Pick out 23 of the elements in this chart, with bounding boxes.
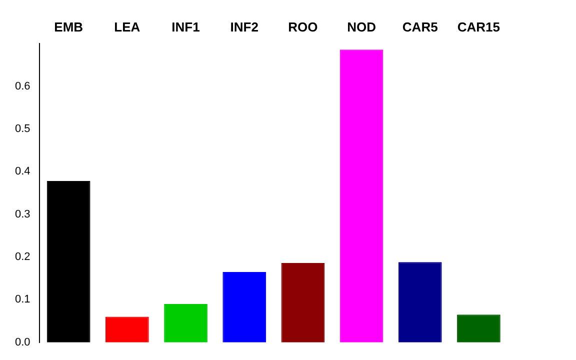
x-tick-label: NOD [347,19,376,34]
x-tick-label: CAR15 [457,19,500,34]
y-tick-label: 0.1 [14,294,30,306]
bar [46,181,90,342]
y-tick-label: 0.2 [14,251,30,264]
bar [105,316,149,342]
bar [457,314,500,342]
y-tick-label: 0.5 [14,123,30,136]
x-tick-label: INF1 [172,19,200,34]
x-tick-label: INF2 [230,19,258,34]
x-tick-label: EMB [54,19,84,34]
bar [340,50,384,342]
y-tick-label: 0.6 [14,80,30,92]
bar [222,272,266,342]
x-tick-label: CAR5 [402,19,438,34]
y-tick-label: 0.3 [14,208,30,220]
bar [281,263,325,342]
bar [164,304,208,342]
x-tick-label: ROO [288,19,318,34]
x-tick-label: LEA [114,19,141,34]
y-tick-label: 0.4 [14,166,30,178]
bar [398,262,442,342]
y-tick-label: 0.0 [14,336,30,348]
